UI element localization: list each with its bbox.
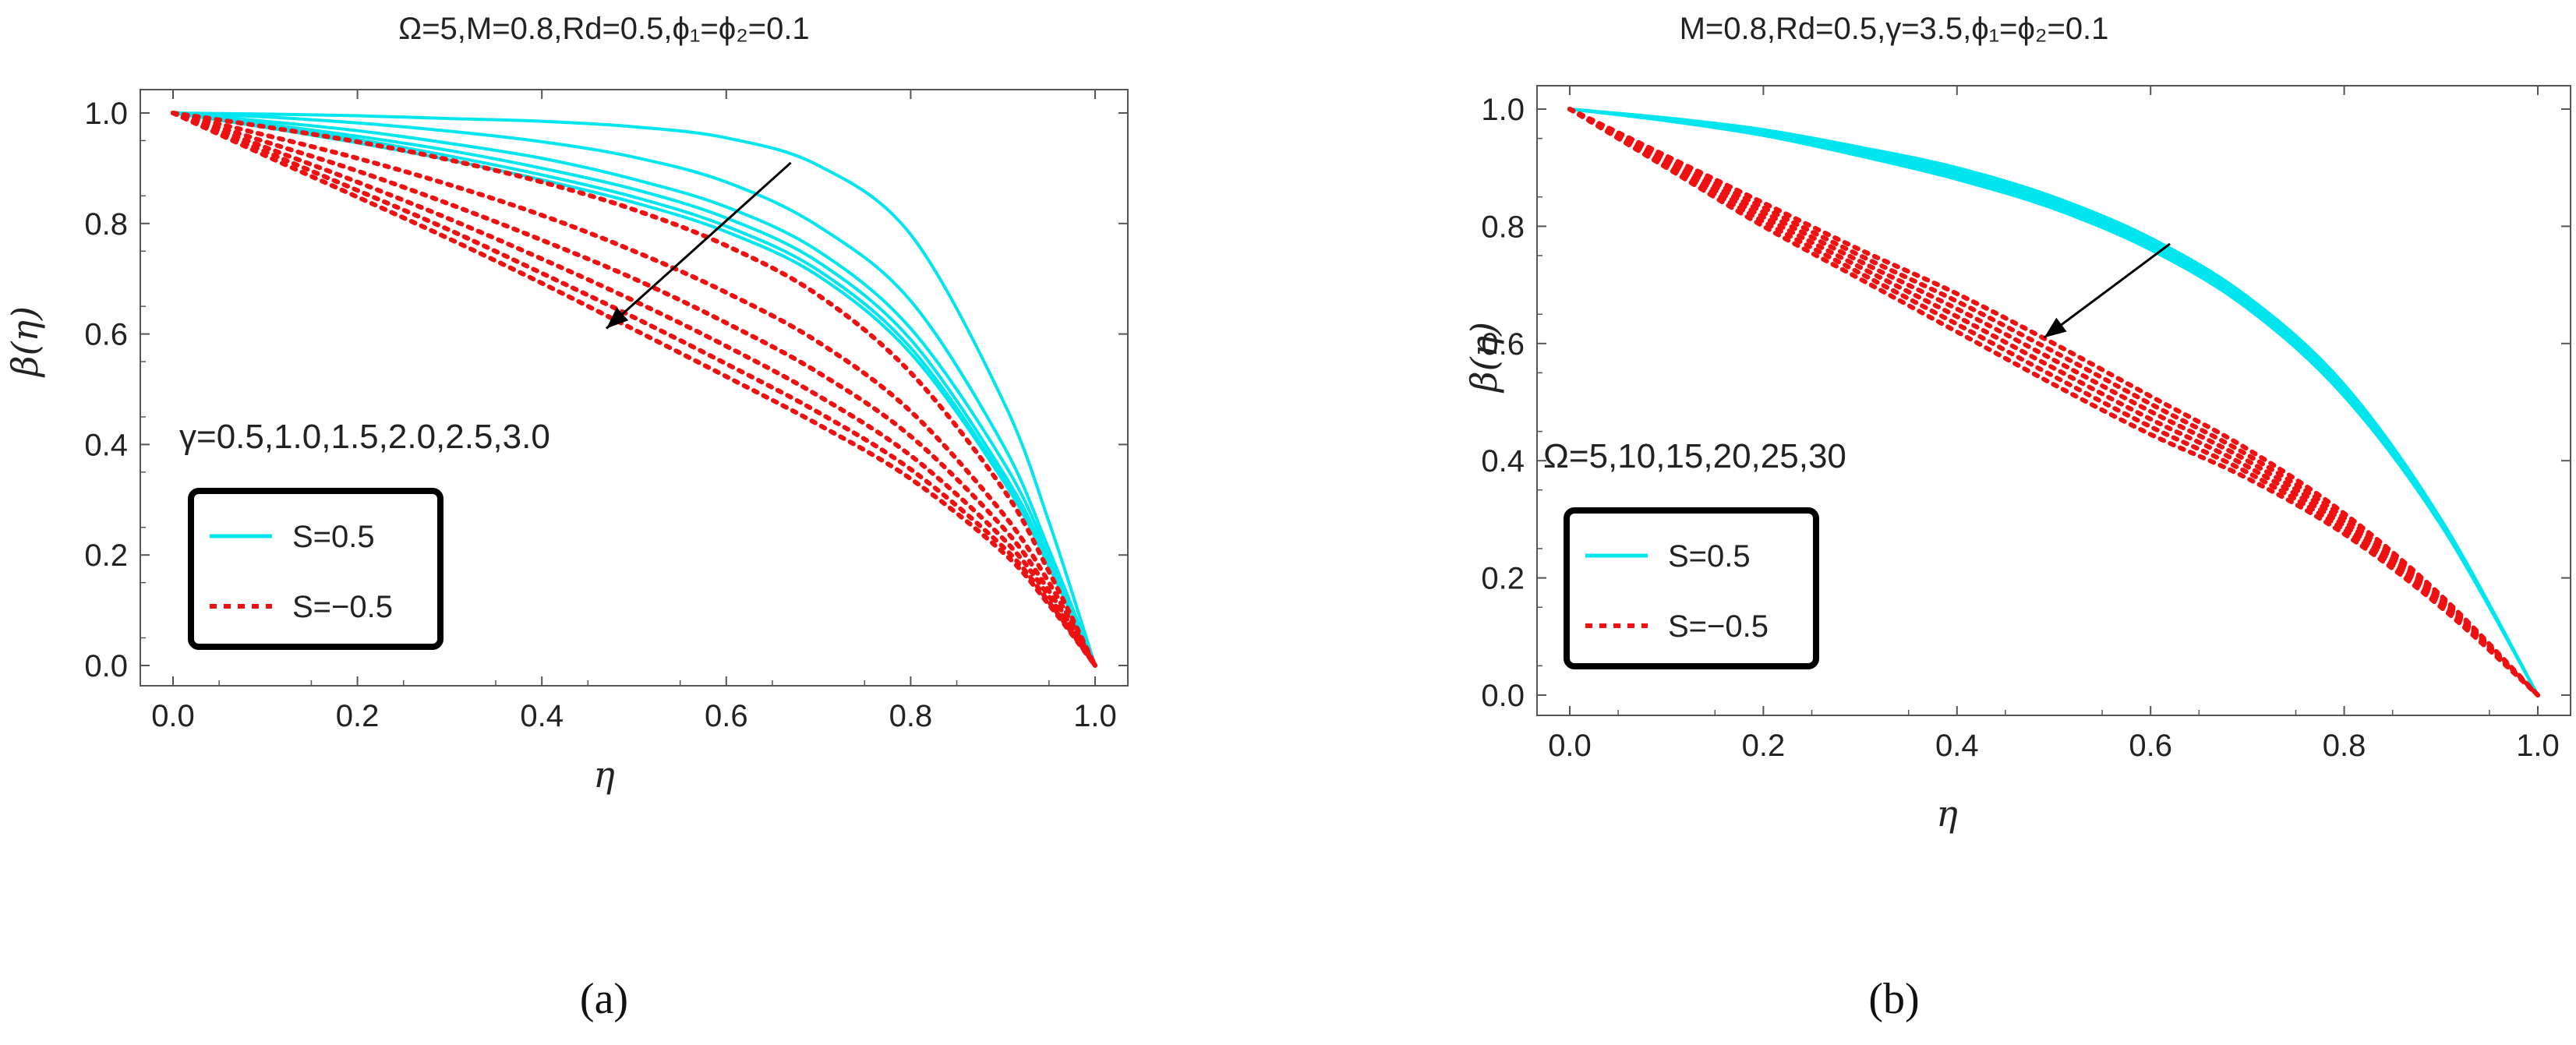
chart-a-series-line-11 [171,111,1097,668]
chart-b-title: M=0.8,Rd=0.5,γ=3.5,ϕ₁=ϕ₂=0.1 [1680,12,2109,46]
chart-b-plot-frame [1536,85,2571,716]
chart-a-xtick-label: 0.4 [520,699,564,733]
chart-panel-a: Ω=5,M=0.8,Rd=0.5,ϕ₁=ϕ₂=0.1 γ=0.5,1.0,1.5… [0,0,1286,1045]
chart-b-xtick-label: 0.0 [1548,729,1592,763]
chart-a-arrow-line [606,161,792,330]
chart-b-series-line-7 [1567,107,2540,697]
chart-panel-b: M=0.8,Rd=0.5,γ=3.5,ϕ₁=ϕ₂=0.1 Ω=5,10,15,2… [1286,0,2576,1045]
chart-a-ytick-label: 0.8 [84,207,128,242]
chart-b-ytick-label: 0.4 [1481,444,1525,478]
chart-a-title: Ω=5,M=0.8,Rd=0.5,ϕ₁=ϕ₂=0.1 [398,12,809,46]
chart-b-ytick-label: 0.2 [1481,562,1525,596]
chart-b-caption: (b) [1868,975,1919,1023]
chart-a-series-line-7 [171,111,1097,668]
chart-b-ylabel: β(η) [1463,322,1505,394]
chart-a-xlabel: η [593,754,615,796]
chart-a-series-line-9 [171,111,1097,668]
chart-a-series-line-8 [171,111,1097,668]
chart-a-ytick-label: 0.0 [84,649,128,683]
chart-b-xtick-label: 0.8 [2323,729,2366,763]
chart-b-series-line-11 [1567,107,2540,697]
chart-b-xtick-label: 0.4 [1935,729,1979,763]
chart-a-annotation: γ=0.5,1.0,1.5,2.0,2.5,3.0 [179,418,550,456]
chart-a-series-line-10 [171,111,1097,668]
chart-b-legend-label-2: S=−0.5 [1668,609,1769,644]
chart-a-ytick-label: 1.0 [84,97,128,131]
chart-a-svg: Ω=5,M=0.8,Rd=0.5,ϕ₁=ϕ₂=0.1 γ=0.5,1.0,1.5… [4,12,1129,1023]
chart-a-plot-frame [140,89,1129,687]
chart-a-ylabel: β(η) [4,306,46,378]
chart-b-arrow-line [2043,242,2171,339]
chart-a-xtick-label: 0.6 [705,699,748,733]
chart-a-series-line-12 [171,111,1097,668]
chart-b-series-line-8 [1567,107,2540,697]
chart-a-xtick-label: 0.2 [336,699,380,733]
chart-a-arrow-head [606,307,629,329]
chart-b-ytick-label: 1.0 [1481,93,1525,127]
chart-b-arrow-head [2044,317,2067,338]
chart-b-svg: M=0.8,Rd=0.5,γ=3.5,ϕ₁=ϕ₂=0.1 Ω=5,10,15,2… [1463,12,2571,1023]
chart-b-xtick-label: 1.0 [2516,729,2560,763]
chart-b-xtick-label: 0.2 [1742,729,1786,763]
chart-a-caption: (a) [580,975,628,1023]
chart-a-series-line-1 [172,111,1097,666]
chart-a-xtick-label: 0.8 [889,699,933,733]
chart-a-ytick-label: 0.2 [84,538,128,573]
chart-a-xtick-label: 1.0 [1073,699,1117,733]
chart-b-series-line-6 [1569,108,2539,696]
chart-b-ytick-label: 0.6 [1481,327,1525,362]
chart-a-series-line-3 [172,111,1097,666]
chart-a-legend-label-1: S=0.5 [292,520,375,554]
chart-a-ytick-label: 0.6 [84,318,128,352]
chart-a-xtick-label: 0.0 [151,699,195,733]
chart-b-ytick-label: 0.8 [1481,210,1525,244]
chart-b-annotation: Ω=5,10,15,20,25,30 [1543,437,1846,475]
chart-b-legend-label-1: S=0.5 [1668,539,1751,574]
chart-b-xlabel: η [1936,793,1958,835]
chart-a-legend-label-2: S=−0.5 [292,590,393,624]
chart-a-series-line-4 [172,111,1097,666]
chart-b-series-line-9 [1567,107,2540,697]
chart-a-series-line-2 [172,111,1097,666]
chart-b-series-line-10 [1567,107,2540,697]
chart-a-ytick-label: 0.4 [84,428,128,462]
chart-b-ytick-label: 0.0 [1481,679,1525,713]
chart-b-series-line-12 [1567,107,2540,697]
chart-b-xtick-label: 0.6 [2129,729,2172,763]
